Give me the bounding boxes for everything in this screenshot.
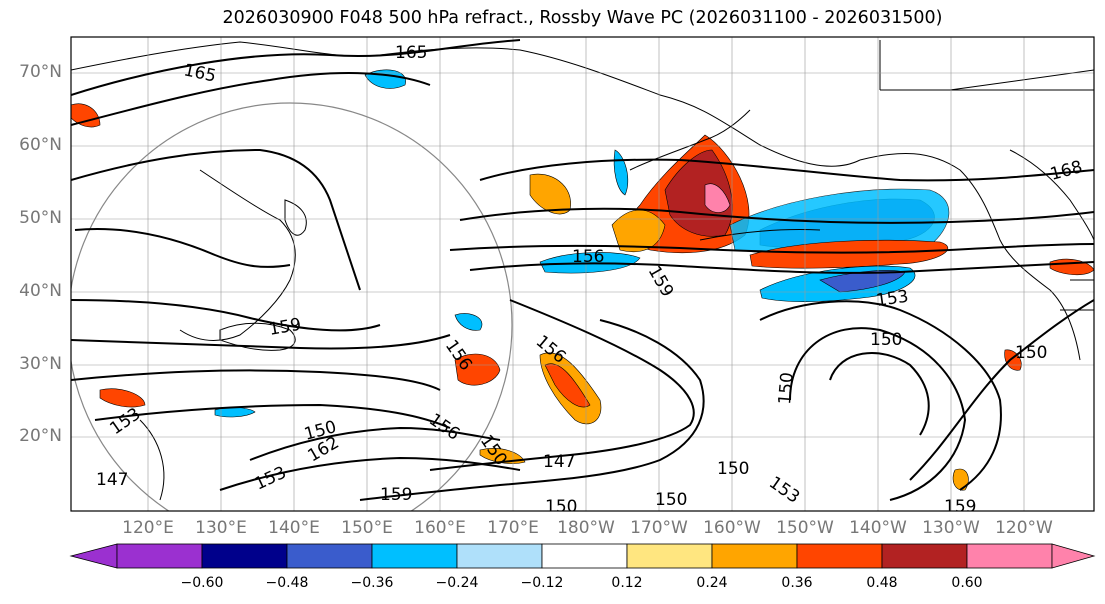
shade-red-30n	[544, 363, 591, 408]
figure-title: 2026030900 F048 500 hPa refract., Rossby…	[222, 8, 943, 28]
colorbar-tick-label: −0.48	[265, 575, 309, 591]
contour-label: 153	[875, 287, 910, 311]
lon-label: 140°E	[268, 518, 320, 538]
contour-label: 156	[572, 247, 604, 267]
lat-label: 60°N	[19, 135, 62, 155]
colorbar-segment	[541, 543, 628, 569]
colorbar-segment	[711, 543, 798, 569]
map-frame	[70, 36, 1095, 512]
range-circle	[71, 102, 513, 511]
contour-label: 150	[717, 459, 749, 479]
contour-label: 150	[870, 330, 902, 350]
contour-label: 159	[944, 497, 976, 517]
colorbar-segment	[116, 543, 203, 569]
colorbar-max-extend	[1051, 543, 1096, 569]
lon-label: 150°E	[341, 518, 393, 538]
lon-label: 130°E	[195, 518, 247, 538]
shade-blue-small-1	[613, 149, 629, 196]
shade-red-east-japan	[454, 353, 501, 386]
colorbar-segment	[966, 543, 1053, 569]
colorbar-tick-label: −0.12	[520, 575, 564, 591]
lon-label: 170°E	[487, 518, 539, 538]
lon-label: 180°W	[557, 518, 615, 538]
lon-label: 120°E	[122, 518, 174, 538]
colorbar-segment	[286, 543, 373, 569]
colorbar-segment	[201, 543, 288, 569]
contour-label: 147	[96, 470, 128, 490]
contour-label: 150	[545, 497, 577, 517]
contour-label: 150	[655, 490, 687, 510]
lon-label: 140°W	[849, 518, 907, 538]
contour-label: 165	[395, 43, 427, 63]
coastlines	[71, 40, 1094, 501]
lon-label: 160°E	[414, 518, 466, 538]
lon-label: 120°W	[995, 518, 1053, 538]
lat-label: 50°N	[19, 208, 62, 228]
shade-orange-west	[71, 103, 101, 128]
graticule	[71, 37, 1094, 511]
contour-label: 150	[1015, 343, 1047, 363]
colorbar-segment	[881, 543, 968, 569]
colorbar-tick-label: −0.24	[435, 575, 479, 591]
contour-label: 150	[775, 371, 798, 405]
shade-orange-band	[749, 239, 949, 269]
colorbar-tick-label: −0.60	[180, 575, 224, 591]
lon-label: 160°W	[703, 518, 761, 538]
colorbar-segment	[796, 543, 883, 569]
shade-orange-se	[952, 468, 969, 491]
colorbar-min-extend	[69, 543, 118, 569]
colorbar-tick-label: 0.36	[781, 575, 813, 591]
colorbar-tick-label: 0.60	[951, 575, 983, 591]
colorbar-tick-label: 0.48	[866, 575, 898, 591]
shade-orange-sw	[99, 388, 146, 408]
lon-label: 150°W	[776, 518, 834, 538]
lat-label: 30°N	[19, 354, 62, 374]
colorbar	[69, 543, 1096, 569]
lon-label: 130°W	[922, 518, 980, 538]
colorbar-segment	[456, 543, 543, 569]
lat-label: 20°N	[19, 426, 62, 446]
lat-label: 70°N	[19, 62, 62, 82]
shade-northpacific-pink	[704, 183, 731, 213]
contour-label: 159	[380, 485, 412, 505]
map-panel: 165 165 168 156 159 153 150 150 150 159 …	[71, 37, 1094, 517]
lon-label: 170°W	[630, 518, 688, 538]
contour-label: 147	[543, 452, 575, 472]
colorbar-segment	[371, 543, 458, 569]
shade-orange-fringe	[611, 209, 666, 253]
colorbar-segment	[626, 543, 713, 569]
height-contours	[71, 39, 1094, 501]
lat-label: 40°N	[19, 281, 62, 301]
colorbar-tick-label: −0.36	[350, 575, 394, 591]
colorbar-tick-label: 0.24	[696, 575, 728, 591]
colorbar-tick-label: 0.12	[611, 575, 643, 591]
shade-blue-mid	[454, 313, 483, 331]
